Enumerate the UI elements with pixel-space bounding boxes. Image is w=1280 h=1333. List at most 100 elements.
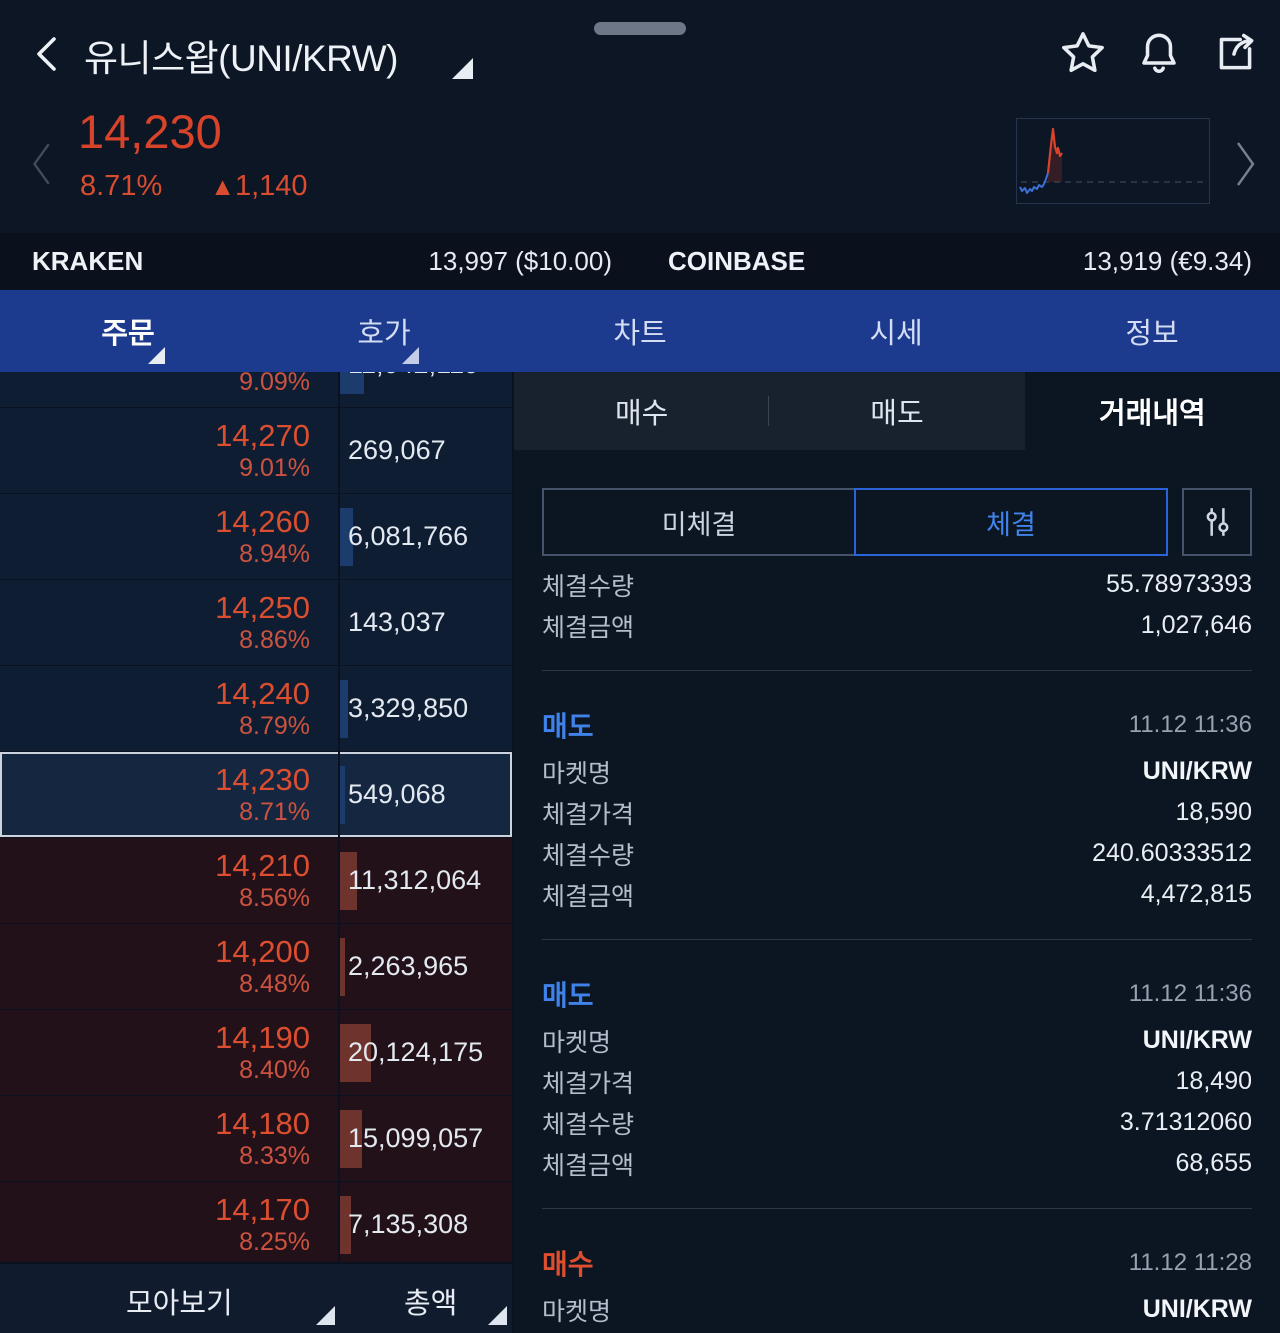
trade-tabs: 매수 매도 거래내역 [514, 372, 1280, 450]
tab-info[interactable]: 정보 [1024, 290, 1280, 372]
next-market-chevron-icon[interactable] [1226, 136, 1262, 192]
qty-label: 체결수량 [542, 1110, 635, 1139]
qty-value: 55.78973393 [1106, 570, 1252, 598]
notifications-bell-icon[interactable] [1134, 28, 1184, 78]
trade-time: 11.12 11:36 [1128, 711, 1252, 738]
trade-history-entry: 매도 11.12 11:36 마켓명 UNI/KRW 체결가격 18,590 체결수… [542, 699, 1252, 940]
orderbook-row[interactable]: 14,250 8.86% 143,037 [0, 580, 512, 666]
main-nav-tabs: 주문 호가 차트 시세 정보 [0, 290, 1280, 372]
mini-price-chart[interactable] [1016, 118, 1210, 204]
tab-divider [768, 396, 770, 426]
depth-bar [340, 679, 348, 738]
bid-price: 14,210 [215, 848, 310, 884]
tab-chart[interactable]: 차트 [512, 290, 768, 372]
back-icon[interactable] [24, 30, 72, 78]
trade-detail-row: 체결수량 55.78973393 [542, 564, 1252, 605]
open-orders-button[interactable]: 미체결 [542, 488, 856, 556]
depth-bar [340, 372, 364, 394]
orderbook-row[interactable]: 14,2809.09% 11,042,119 [0, 372, 512, 408]
kraken-price: 13,997 ($10.00) [428, 246, 612, 276]
trade-type-sell: 매도 [542, 711, 594, 742]
ask-pct: 8.94% [239, 539, 310, 568]
page-title: 유니스왑(UNI/KRW) [84, 38, 398, 79]
collapse-view-button[interactable]: 모아보기 [126, 1288, 233, 1320]
tab-sell[interactable]: 매도 [769, 372, 1025, 450]
orderbook-row[interactable]: 14,190 8.40% 20,124,175 [0, 1010, 512, 1096]
trade-time: 11.12 11:36 [1128, 980, 1252, 1007]
up-arrow-icon: ▲ [210, 173, 235, 201]
amount-value: 4,472,815 [1140, 880, 1252, 908]
trade-type-buy: 매수 [542, 1249, 594, 1280]
ask-volume: 269,067 [348, 435, 446, 465]
ask-price: 14,250 [215, 590, 310, 626]
price-value: 18,590 [1175, 798, 1252, 826]
bid-pct: 8.25% [239, 1227, 310, 1256]
market-label: 마켓명 [542, 1297, 612, 1326]
bid-pct: 8.40% [239, 1055, 310, 1084]
qty-value: 3.71312060 [1119, 1108, 1252, 1136]
depth-bar [340, 851, 357, 910]
tab-quotes[interactable]: 호가 [256, 290, 512, 372]
price-change: 8.71% ▲1,140 [80, 170, 308, 203]
bid-price: 14,200 [215, 934, 310, 970]
divider [542, 939, 1252, 940]
ask-price: 14,240 [215, 676, 310, 712]
bid-price: 14,190 [215, 1020, 310, 1056]
ask-pct: 8.79% [239, 711, 310, 740]
drag-handle[interactable] [594, 22, 686, 35]
ask-pct: 9.01% [239, 453, 310, 482]
tab-market[interactable]: 시세 [768, 290, 1024, 372]
orderbook-row[interactable]: 14,240 8.79% 3,329,850 [0, 666, 512, 752]
dropdown-caret-icon[interactable] [488, 1306, 507, 1325]
orderbook-row[interactable]: 14,270 9.01% 269,067 [0, 408, 512, 494]
depth-bar [340, 765, 345, 824]
tab-order[interactable]: 주문 [0, 290, 256, 372]
sliders-filter-icon [1206, 508, 1229, 536]
orderbook-bottom-bar: 모아보기 총액 [0, 1262, 512, 1333]
trade-type-sell: 매도 [542, 980, 594, 1011]
orderbook-row[interactable]: 14,260 8.94% 6,081,766 [0, 494, 512, 580]
orderbook-row[interactable]: 14,170 8.25% 7,135,308 [0, 1182, 512, 1262]
coinbase-label: COINBASE [668, 246, 806, 276]
title-dropdown-caret[interactable] [452, 58, 473, 79]
market-value: UNI/KRW [1142, 1026, 1252, 1054]
favorite-star-icon[interactable] [1058, 28, 1108, 78]
market-value: UNI/KRW [1142, 1295, 1252, 1323]
prev-market-chevron-icon[interactable] [26, 138, 60, 190]
bid-price: 14,170 [215, 1192, 310, 1228]
orderbook-row[interactable]: 14,210 8.56% 11,312,064 [0, 838, 512, 924]
filter-button[interactable] [1182, 488, 1252, 556]
depth-bar [340, 1109, 362, 1168]
amount-label: 체결금액 [542, 882, 635, 911]
filled-orders-button[interactable]: 체결 [854, 488, 1168, 556]
market-label: 마켓명 [542, 759, 612, 788]
qty-value: 240.60333512 [1092, 839, 1252, 867]
tab-sell-label: 매도 [870, 398, 924, 430]
orderbook-row[interactable]: 14,200 8.48% 2,263,965 [0, 924, 512, 1010]
ask-pct: 9.09% [239, 372, 310, 396]
market-label: 마켓명 [542, 1028, 612, 1057]
ask-price: 14,260 [215, 504, 310, 540]
bid-volume: 15,099,057 [348, 1123, 484, 1153]
orderbook-row[interactable]: 14,180 8.33% 15,099,057 [0, 1096, 512, 1182]
tab-chart-label: 차트 [613, 318, 667, 350]
amount-label: 체결금액 [542, 613, 635, 642]
total-amount-button[interactable]: 총액 [404, 1288, 458, 1320]
current-price: 14,230 [78, 105, 222, 158]
tab-buy[interactable]: 매수 [514, 372, 770, 450]
depth-bar [340, 1195, 351, 1254]
tab-quotes-label: 호가 [357, 318, 411, 350]
tab-market-label: 시세 [869, 318, 923, 350]
bid-pct: 8.33% [239, 1141, 310, 1170]
trade-panel: 매수 매도 거래내역 미체결 체결 체결수량 [512, 372, 1280, 1333]
bid-volume: 7,135,308 [348, 1209, 469, 1239]
tab-history[interactable]: 거래내역 [1025, 372, 1280, 450]
dropdown-caret-icon[interactable] [316, 1306, 335, 1325]
ask-pct: 8.86% [239, 625, 310, 654]
divider [542, 1208, 1252, 1209]
trade-detail-row: 체결금액 1,027,646 [542, 605, 1252, 646]
tab-order-label: 주문 [101, 318, 155, 350]
share-icon[interactable] [1210, 28, 1260, 78]
exchange-reference-bar: KRAKEN 13,997 ($10.00) COINBASE 13,919 (… [0, 233, 1280, 290]
orderbook-row-current-price[interactable]: 14,230 8.71% 549,068 [0, 752, 512, 838]
